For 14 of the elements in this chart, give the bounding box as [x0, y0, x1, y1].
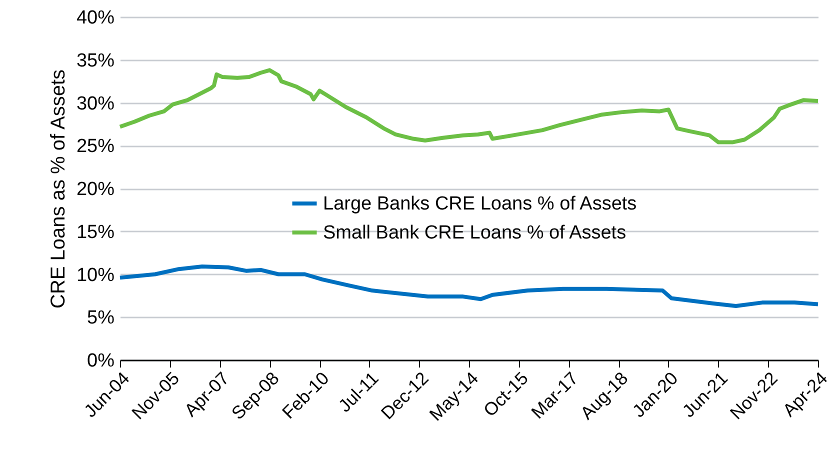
y-tick-label: 30%	[76, 93, 115, 114]
y-tick-label: 25%	[76, 136, 115, 158]
y-tick-label: 0%	[87, 350, 115, 372]
legend-label: Large Banks CRE Loans % of Assets	[323, 194, 637, 214]
y-tick-label: 20%	[76, 179, 115, 200]
line-series	[118, 264, 820, 308]
y-tick-label: 5%	[87, 308, 115, 329]
y-tick-label: 10%	[76, 264, 115, 286]
y-tick-label: 35%	[76, 50, 115, 72]
y-tick-label: 15%	[76, 222, 115, 243]
y-axis-title: CRE Loans as % of Assets	[47, 69, 70, 309]
legend-label: Small Bank CRE Loans % of Assets	[323, 222, 626, 244]
y-tick-label: 40%	[76, 8, 115, 28]
line-series	[118, 68, 820, 144]
